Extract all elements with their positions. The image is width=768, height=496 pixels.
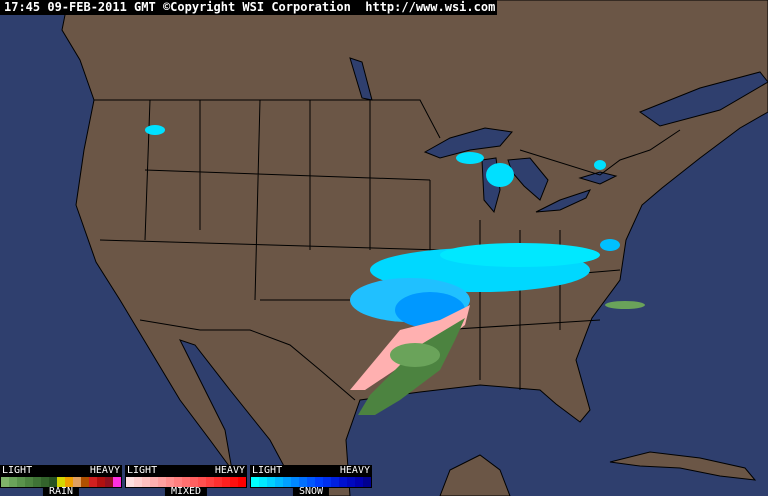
legend-mixed: LIGHT HEAVY MIXED (125, 465, 247, 496)
legend-swatch (214, 477, 222, 487)
header-bar: 17:45 09-FEB-2011 GMT ©Copyright WSI Cor… (0, 0, 497, 15)
legend-name: RAIN (42, 487, 80, 496)
legend-swatch (174, 477, 182, 487)
legend-swatch (222, 477, 230, 487)
legend-swatch (49, 477, 57, 487)
us-mexico-border (139, 319, 356, 401)
legend-swatch (355, 477, 363, 487)
rain-area (390, 343, 440, 367)
legend-swatch (331, 477, 339, 487)
legend-swatch (142, 477, 150, 487)
lake-erie (535, 189, 591, 213)
lakes (349, 57, 768, 214)
legend-swatch (291, 477, 299, 487)
lake-ontario (578, 171, 618, 185)
precipitation (145, 125, 645, 415)
legend-rain: LIGHT HEAVY RAIN (0, 465, 122, 496)
legend-swatch (97, 477, 105, 487)
legend-name: MIXED (164, 487, 208, 496)
legend-swatch (158, 477, 166, 487)
legend-swatch (267, 477, 275, 487)
land-north-america (61, 0, 768, 496)
legend-swatch (299, 477, 307, 487)
legend-light-label: LIGHT (127, 465, 158, 476)
legend-heavy-label: HEAVY (339, 465, 370, 476)
snow-area (456, 152, 484, 164)
snow-area (440, 243, 600, 267)
legend-swatch (65, 477, 73, 487)
legend-swatch (230, 477, 238, 487)
land-yucatan (439, 454, 511, 496)
legend-swatch (238, 477, 246, 487)
legend-swatch (150, 477, 158, 487)
legend-swatch (182, 477, 190, 487)
legend-swatch (190, 477, 198, 487)
borders (94, 99, 681, 401)
legend-name: SNOW (292, 487, 330, 496)
legend-swatch (307, 477, 315, 487)
st-lawrence (638, 71, 768, 127)
lake-superior (423, 127, 513, 159)
snow-area (600, 239, 620, 251)
us-canada-border (94, 99, 681, 176)
legend-swatch (113, 477, 121, 487)
legend-swatch (17, 477, 25, 487)
legend-swatch (9, 477, 17, 487)
snow-area (145, 125, 165, 135)
legend-swatch (283, 477, 291, 487)
legend-swatch (25, 477, 33, 487)
legend-swatch (126, 477, 134, 487)
legend-swatch (57, 477, 65, 487)
copyright: ©Copyright WSI Corporation (162, 0, 351, 14)
legend-swatch (363, 477, 371, 487)
legend-swatch (73, 477, 81, 487)
legend-swatch (323, 477, 331, 487)
snow-area (594, 160, 606, 170)
timestamp: 17:45 09-FEB-2011 GMT (4, 0, 156, 14)
legend-swatch (105, 477, 113, 487)
legend-swatch (81, 477, 89, 487)
legend-swatch (315, 477, 323, 487)
legend-swatch (251, 477, 259, 487)
legend-light-label: LIGHT (252, 465, 283, 476)
rain-area (605, 301, 645, 309)
url[interactable]: http://www.wsi.com (365, 0, 496, 14)
legend-swatch (41, 477, 49, 487)
legend-swatch (166, 477, 174, 487)
legend-swatch (198, 477, 206, 487)
legend-snow: LIGHT HEAVY SNOW (250, 465, 372, 496)
legend-heavy-label: HEAVY (214, 465, 245, 476)
legend-swatch (33, 477, 41, 487)
legend-light-label: LIGHT (2, 465, 33, 476)
snow-area (486, 163, 514, 187)
legend-swatch (259, 477, 267, 487)
legend-color-bar (0, 476, 122, 488)
legend-swatch (134, 477, 142, 487)
legend-swatch (206, 477, 214, 487)
legend-swatch (347, 477, 355, 487)
legend-swatch (89, 477, 97, 487)
legend-swatch (275, 477, 283, 487)
legend-swatch (339, 477, 347, 487)
state-lines (99, 99, 621, 390)
legend-swatch (1, 477, 9, 487)
legend-heavy-label: HEAVY (89, 465, 120, 476)
land-cuba (609, 451, 757, 481)
